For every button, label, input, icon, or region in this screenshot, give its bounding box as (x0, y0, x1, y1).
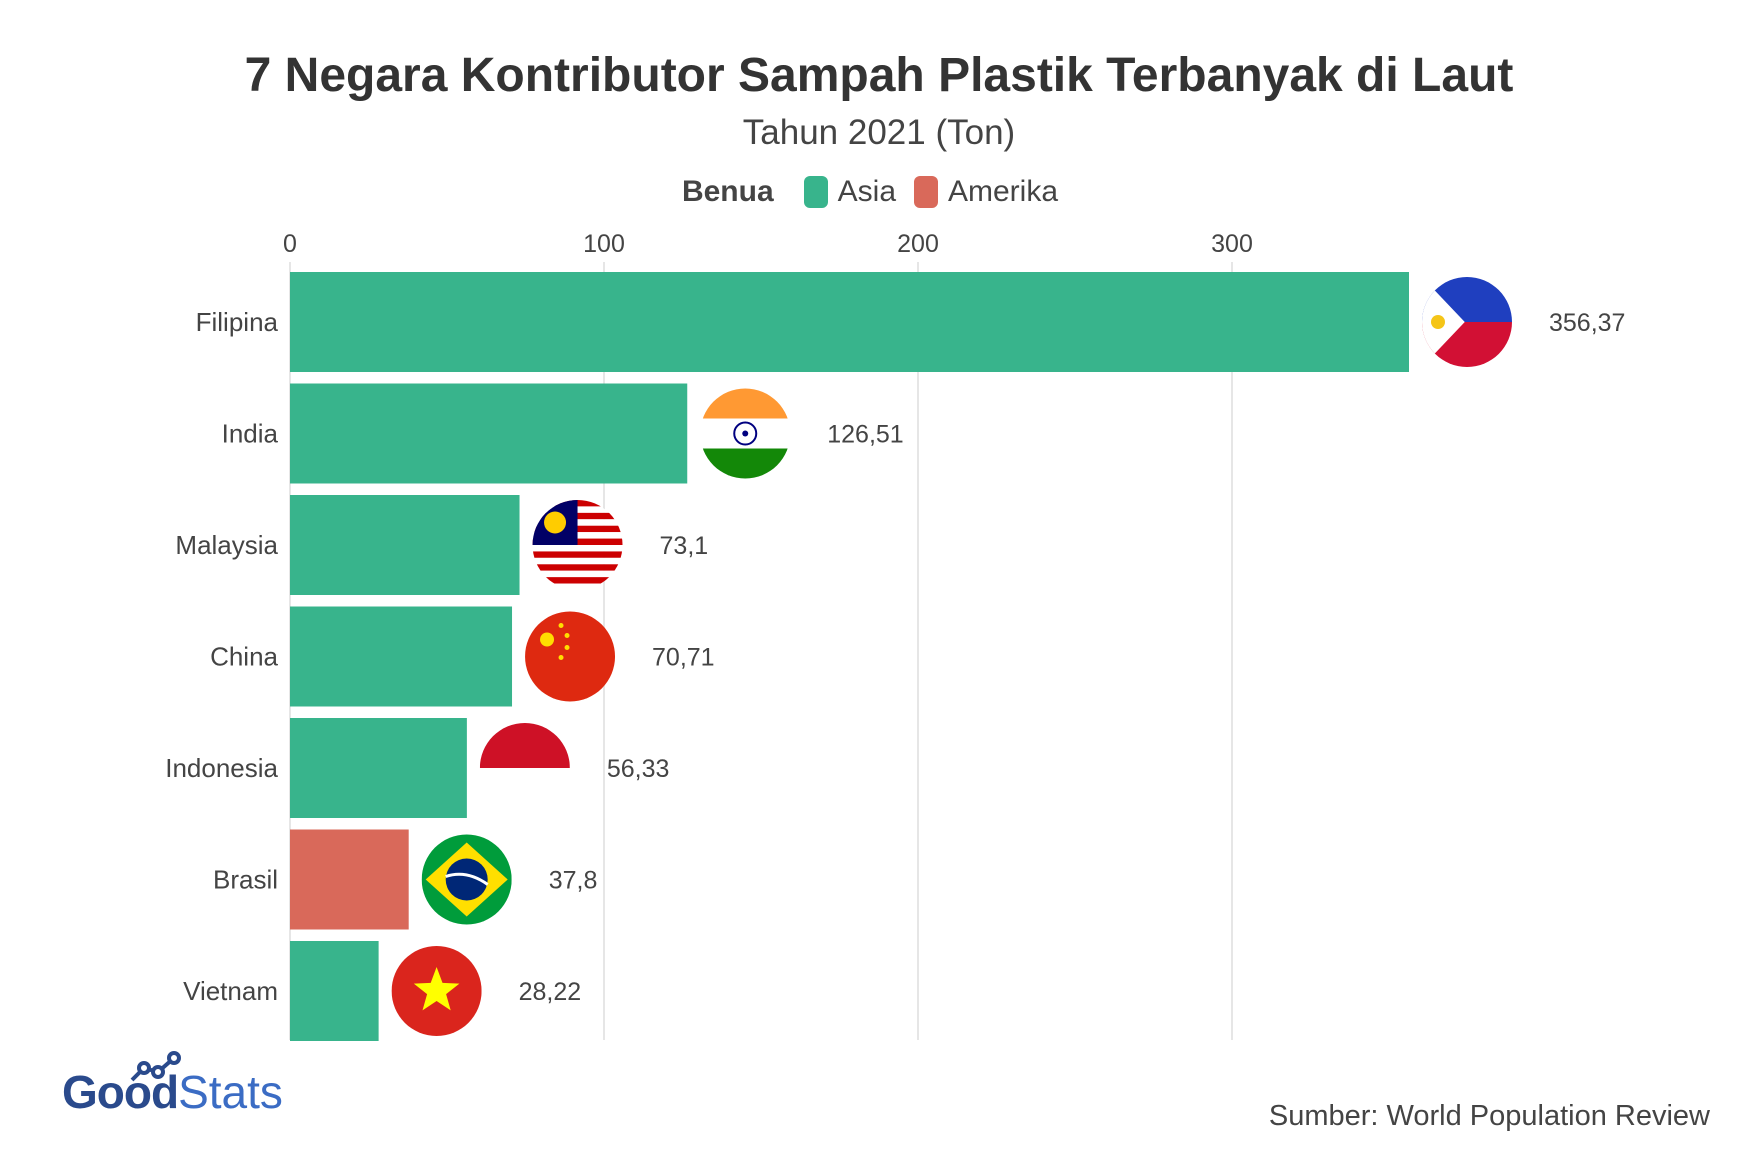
legend-swatch-asia (803, 176, 828, 208)
value-label: 73,1 (660, 532, 709, 560)
bar-malaysia (290, 495, 520, 595)
philippines-flag-icon (1422, 277, 1513, 367)
category-label: Filipina (196, 307, 279, 337)
bar-india (290, 383, 688, 484)
value-label: 37,8 (549, 867, 598, 895)
bar-filipina (290, 272, 1410, 372)
value-label: 56,33 (607, 755, 670, 783)
legend-label-amerika: Amerika (948, 175, 1059, 208)
category-label: Malaysia (175, 530, 278, 560)
bar-chart: 0 100 200 300 Filipina 356,37 India 126,51 Malay… (165, 230, 1625, 1041)
legend-item-asia: Asia (803, 175, 896, 209)
indonesia-flag-icon (479, 723, 570, 813)
brand-logo-icon (130, 1051, 181, 1082)
value-label: 356,37 (1549, 309, 1625, 337)
brand-logo-stats: Stats (178, 1066, 283, 1118)
legend-title: Benua (681, 175, 774, 208)
brazil-flag-icon (421, 834, 512, 925)
value-label: 126,51 (827, 421, 903, 449)
malaysia-flag-icon (532, 500, 623, 590)
value-label: 28,22 (519, 978, 582, 1006)
category-label: India (222, 419, 279, 449)
legend-label-asia: Asia (837, 175, 896, 208)
bar-indonesia (290, 718, 467, 818)
chart-title: 7 Negara Kontributor Sampah Plastik Terb… (244, 49, 1514, 102)
category-label: Brasil (213, 865, 278, 895)
category-label: Vietnam (183, 976, 278, 1006)
brand-logo-good: Good (62, 1066, 179, 1118)
source-note: Sumber: World Population Review (1268, 1100, 1710, 1132)
legend-swatch-amerika (914, 176, 938, 208)
bar-vietnam (290, 941, 379, 1041)
legend-item-amerika: Amerika (914, 175, 1058, 209)
x-tick-label: 0 (283, 230, 297, 258)
china-flag-icon (525, 611, 616, 702)
chart-subtitle: Tahun 2021 (Ton) (742, 113, 1016, 152)
brand-logo: Good Stats (62, 1065, 283, 1119)
legend: Benua Asia Amerika (0, 175, 1758, 209)
bar-brasil (290, 829, 409, 930)
x-tick-label: 200 (897, 230, 939, 258)
india-flag-icon (700, 388, 791, 479)
x-tick-label: 100 (583, 230, 625, 258)
value-label: 70,71 (652, 644, 715, 672)
x-tick-label: 300 (1211, 230, 1253, 258)
bar-china (290, 606, 513, 707)
category-label: China (210, 642, 278, 672)
vietnam-flag-icon (391, 946, 482, 1036)
category-label: Indonesia (165, 753, 278, 783)
